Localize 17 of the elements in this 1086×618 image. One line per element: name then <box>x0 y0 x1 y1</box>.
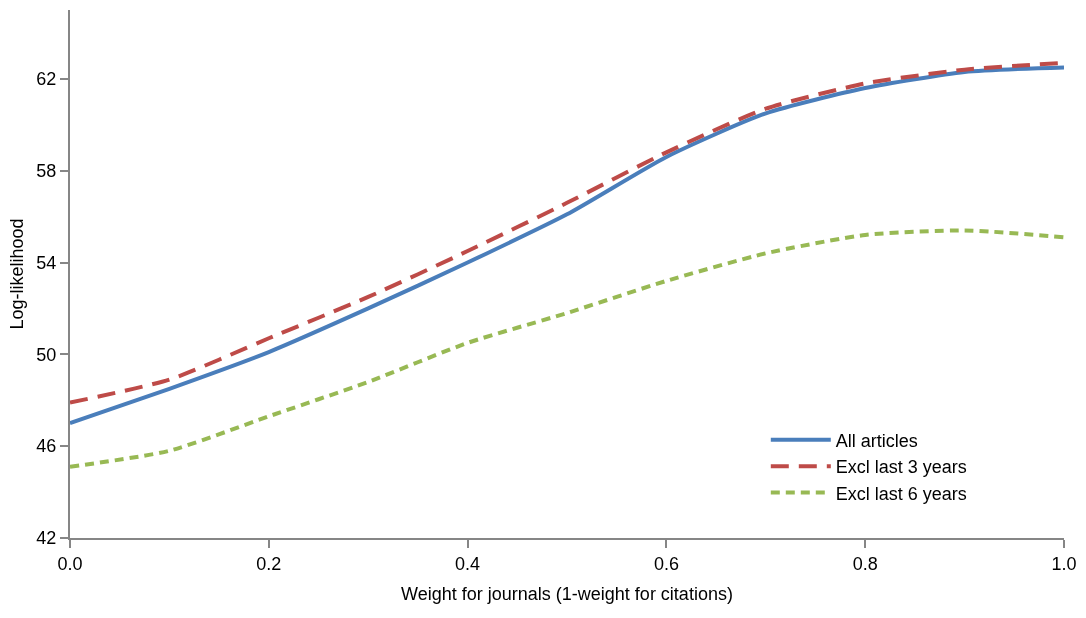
legend-label: All articles <box>835 430 918 451</box>
y-tick-label: 46 <box>36 436 57 457</box>
x-tick-label: 0.4 <box>455 553 481 574</box>
y-tick-label: 54 <box>36 252 57 273</box>
x-tick-label: 1.0 <box>1051 553 1077 574</box>
x-tick-label: 0.6 <box>653 553 679 574</box>
x-tick-label: 0.8 <box>852 553 878 574</box>
y-axis-title: Log-likelihood <box>7 218 28 330</box>
y-tick-label: 62 <box>36 69 57 90</box>
y-tick-label: 58 <box>36 161 57 181</box>
legend-label: Excl last 6 years <box>835 483 967 504</box>
x-axis-title: Weight for journals (1-weight for citations) <box>401 584 733 605</box>
y-tick-label: 50 <box>36 344 57 365</box>
x-tick-label: 0.0 <box>57 553 83 574</box>
legend-label: Excl last 3 years <box>835 457 967 478</box>
y-tick-label: 42 <box>36 528 57 549</box>
x-tick-label: 0.2 <box>256 553 282 574</box>
